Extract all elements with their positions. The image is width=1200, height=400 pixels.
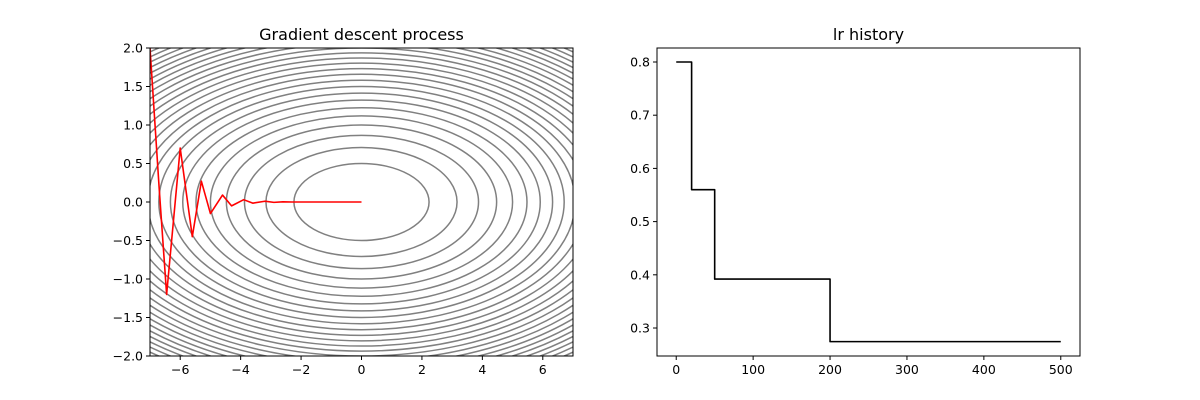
left-x-axis: −6 −4 −2 0 2 4 6	[171, 356, 547, 377]
contour-level-13	[150, 62, 573, 342]
right-y-tick-label: 0.6	[630, 161, 650, 176]
left-y-tick-label: −2.0	[113, 349, 143, 364]
left-y-tick-label: 1.5	[123, 79, 143, 94]
contour-level-3	[243, 134, 480, 270]
right-y-tick-label: 0.4	[630, 267, 650, 282]
left-x-tick-label: −2	[292, 362, 310, 377]
contour-level-4	[225, 124, 498, 280]
left-plot-title: Gradient descent process	[259, 25, 464, 44]
contour-level-5	[209, 115, 514, 289]
contour-lines	[150, 48, 573, 356]
right-x-tick-label: 0	[672, 362, 680, 377]
right-x-tick-label: 500	[1049, 362, 1073, 377]
left-series-line-1	[150, 48, 362, 296]
left-y-tick-label: 2.0	[123, 41, 143, 56]
left-y-tick-label: 1.0	[123, 118, 143, 133]
right-plot-frame	[656, 47, 1081, 357]
right-x-tick-label: 400	[972, 362, 996, 377]
left-x-tick-label: 0	[358, 362, 366, 377]
left-x-tick-label: −4	[231, 362, 249, 377]
right-x-tick-label: 200	[818, 362, 842, 377]
contour-level-11	[150, 73, 573, 331]
left-y-tick-label: −1.0	[113, 272, 143, 287]
left-x-tick-label: 2	[418, 362, 426, 377]
contour-level-10	[150, 79, 573, 325]
left-y-tick-label: 0.5	[123, 156, 143, 171]
right-x-tick-label: 100	[741, 362, 765, 377]
contour-level-8	[169, 92, 554, 312]
contour-level-7	[181, 99, 542, 305]
left-x-tick-label: 4	[478, 362, 486, 377]
right-series-line-1	[676, 61, 1061, 343]
contour-level-12	[150, 67, 573, 337]
right-x-tick-label: 300	[895, 362, 919, 377]
contour-level-15	[150, 52, 573, 352]
right-y-tick-label: 0.3	[630, 321, 650, 336]
contour-level-6	[195, 106, 528, 298]
left-x-tick-label: −6	[171, 362, 189, 377]
left-y-axis: −2.0 −1.5 −1.0 −0.5 0.0 0.5 1.0 1.5 2.0	[113, 41, 150, 364]
contour-level-9	[158, 85, 565, 319]
right-y-axis: 0.3 0.4 0.5 0.6 0.7 0.8	[630, 54, 657, 336]
right-y-tick-label: 0.7	[630, 108, 650, 123]
left-plot: Gradient descent process −6 −4 −2 0 2 4 6 −2.0…	[113, 25, 574, 377]
right-plot: lr history 0 100 200 300 400 500 0.3 0.4 0.5 0.6…	[630, 25, 1081, 377]
left-y-tick-label: −0.5	[113, 233, 143, 248]
left-y-tick-label: −1.5	[113, 310, 143, 325]
right-y-tick-label: 0.8	[630, 54, 650, 69]
left-y-tick-label: 0.0	[123, 195, 143, 210]
left-x-tick-label: 6	[539, 362, 547, 377]
right-y-tick-label: 0.5	[630, 214, 650, 229]
contour-level-14	[150, 57, 573, 347]
right-series-group	[676, 61, 1061, 343]
right-plot-title: lr history	[833, 25, 904, 44]
right-x-axis: 0 100 200 300 400 500	[672, 356, 1073, 377]
left-series-group	[150, 48, 362, 296]
